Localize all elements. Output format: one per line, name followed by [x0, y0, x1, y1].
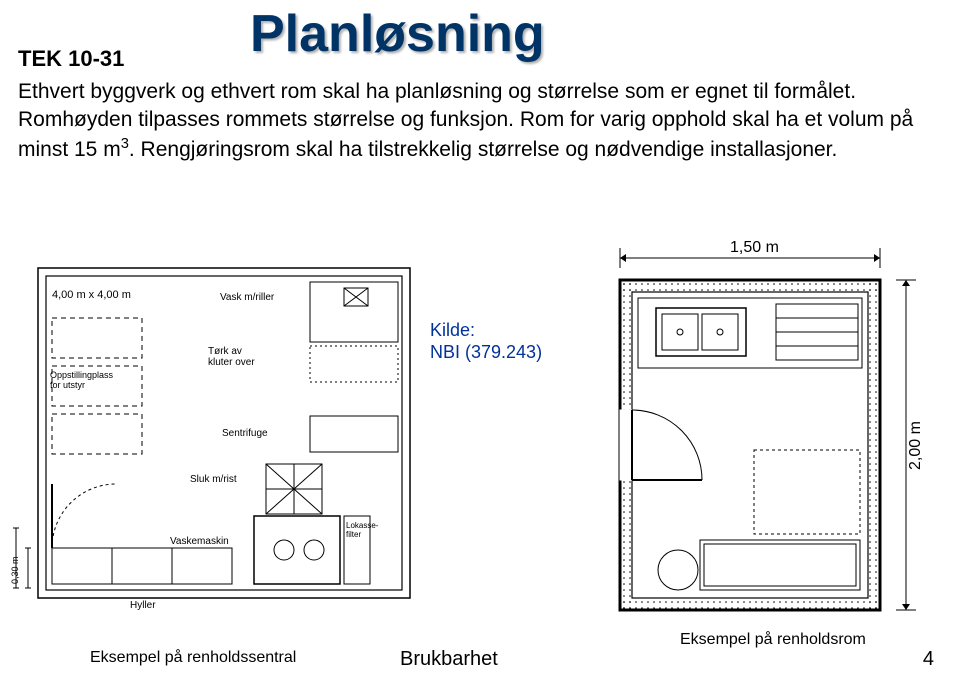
caption-left: Eksempel på renholdssentral — [90, 649, 296, 667]
footer-topic: Brukbarhet — [400, 648, 498, 671]
label-vask: Vask m/riller — [220, 292, 275, 303]
section-reference: TEK 10-31 — [18, 46, 124, 72]
label-sluk: Sluk m/rist — [190, 474, 237, 485]
svg-text:Tørk avkluter over: Tørk avkluter over — [208, 346, 255, 368]
label-vaskemaskin: Vaskemaskin — [170, 536, 229, 547]
svg-text:Oppstillingplassfor utstyr: Oppstillingplassfor utstyr — [50, 370, 114, 390]
label-tork: Tørk avkluter over — [208, 346, 255, 368]
source-ref: NBI (379.243) — [430, 342, 542, 362]
label-lokasse: Lokasse-filter — [346, 521, 379, 539]
body-text-b: . Rengjøringsrom skal ha tilstrekkelig s… — [129, 138, 837, 161]
dim-top: 1,50 m — [730, 240, 779, 256]
dim-right: 2,00 m — [907, 421, 924, 470]
page-number: 4 — [923, 648, 934, 671]
floorplan-left: 4,00 m x 4,00 m Oppstillingplassfor utst… — [10, 248, 420, 648]
dim-030: 0,30 m — [10, 556, 20, 584]
label-hyller: Hyller — [130, 600, 156, 611]
source-label: Kilde: — [430, 320, 475, 340]
page-title: Planløsning — [250, 4, 545, 64]
caption-right: Eksempel på renholdsrom — [680, 631, 866, 649]
svg-text:Lokasse-filter: Lokasse-filter — [346, 521, 379, 539]
label-oppstillingplass: Oppstillingplassfor utstyr — [50, 370, 114, 390]
source-citation: Kilde: NBI (379.243) — [430, 320, 542, 363]
dim-label: 4,00 m x 4,00 m — [52, 289, 131, 301]
label-sentrifuge: Sentrifuge — [222, 428, 268, 439]
body-paragraph: Ethvert byggverk og ethvert rom skal ha … — [18, 78, 948, 164]
superscript: 3 — [121, 136, 129, 152]
floorplan-right: 1,50 m 2,00 m — [580, 240, 940, 640]
